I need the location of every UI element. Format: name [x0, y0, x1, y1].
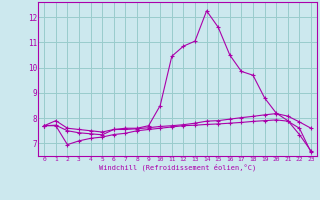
X-axis label: Windchill (Refroidissement éolien,°C): Windchill (Refroidissement éolien,°C): [99, 164, 256, 171]
